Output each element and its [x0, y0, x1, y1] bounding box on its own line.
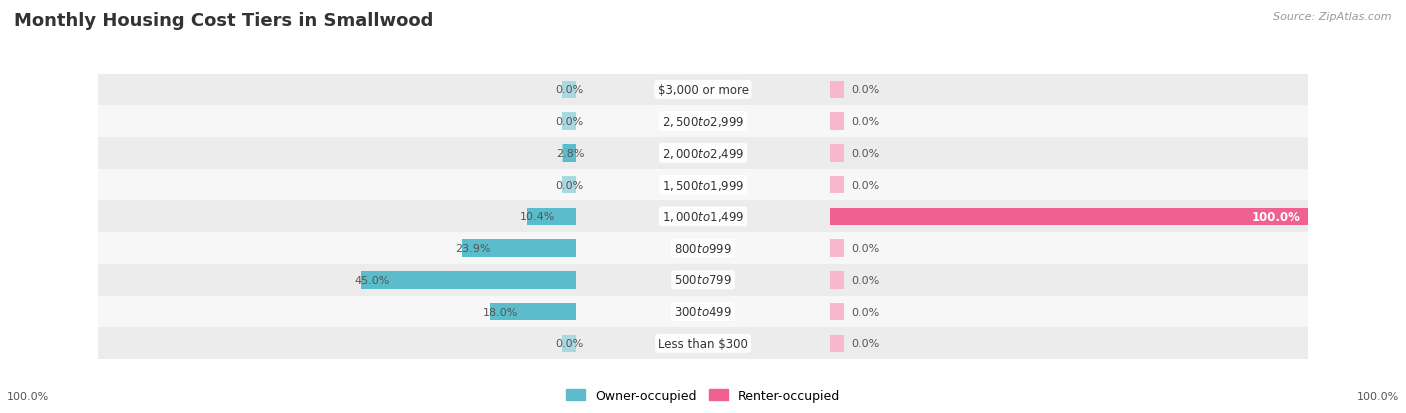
Text: Monthly Housing Cost Tiers in Smallwood: Monthly Housing Cost Tiers in Smallwood: [14, 12, 433, 30]
Bar: [830, 271, 844, 289]
Text: 0.0%: 0.0%: [851, 275, 879, 285]
Bar: [562, 176, 576, 194]
Bar: [830, 81, 844, 99]
Bar: [830, 208, 844, 225]
Text: $3,000 or more: $3,000 or more: [658, 84, 748, 97]
Bar: [830, 208, 1308, 225]
Text: $1,000 to $1,499: $1,000 to $1,499: [662, 210, 744, 224]
Text: $2,500 to $2,999: $2,500 to $2,999: [662, 115, 744, 129]
Text: $2,000 to $2,499: $2,000 to $2,499: [662, 147, 744, 161]
Bar: [562, 335, 576, 352]
Text: 0.0%: 0.0%: [851, 117, 879, 127]
Text: 0.0%: 0.0%: [851, 85, 879, 95]
Text: 0.0%: 0.0%: [851, 244, 879, 254]
Text: $300 to $499: $300 to $499: [673, 305, 733, 318]
Text: 0.0%: 0.0%: [555, 180, 583, 190]
Bar: [562, 145, 576, 162]
Bar: [562, 240, 576, 257]
Text: 2.8%: 2.8%: [555, 149, 585, 159]
Bar: [830, 113, 844, 131]
Text: 0.0%: 0.0%: [851, 339, 879, 349]
Bar: [562, 303, 576, 320]
Bar: [361, 271, 576, 289]
Text: 0.0%: 0.0%: [851, 307, 879, 317]
Text: 0.0%: 0.0%: [555, 117, 583, 127]
Text: 45.0%: 45.0%: [354, 275, 389, 285]
Text: $1,500 to $1,999: $1,500 to $1,999: [662, 178, 744, 192]
Bar: [463, 240, 576, 257]
Text: 10.4%: 10.4%: [520, 212, 555, 222]
Text: Source: ZipAtlas.com: Source: ZipAtlas.com: [1274, 12, 1392, 22]
Text: 100.0%: 100.0%: [1357, 392, 1399, 401]
Text: 0.0%: 0.0%: [851, 180, 879, 190]
Text: 100.0%: 100.0%: [7, 392, 49, 401]
Text: 18.0%: 18.0%: [484, 307, 519, 317]
Bar: [562, 81, 576, 99]
Bar: [562, 208, 576, 225]
Text: 0.0%: 0.0%: [555, 339, 583, 349]
Text: 100.0%: 100.0%: [1251, 210, 1301, 223]
Bar: [562, 113, 576, 131]
Text: Less than $300: Less than $300: [658, 337, 748, 350]
Bar: [491, 303, 576, 320]
Bar: [830, 240, 844, 257]
Bar: [527, 208, 576, 225]
Text: 0.0%: 0.0%: [851, 149, 879, 159]
Text: 0.0%: 0.0%: [555, 85, 583, 95]
Bar: [830, 335, 844, 352]
Bar: [562, 145, 576, 162]
Legend: Owner-occupied, Renter-occupied: Owner-occupied, Renter-occupied: [561, 384, 845, 407]
Bar: [562, 271, 576, 289]
Text: $500 to $799: $500 to $799: [673, 274, 733, 287]
Bar: [830, 303, 844, 320]
Text: $800 to $999: $800 to $999: [673, 242, 733, 255]
Bar: [830, 176, 844, 194]
Bar: [830, 145, 844, 162]
Text: 23.9%: 23.9%: [456, 244, 491, 254]
